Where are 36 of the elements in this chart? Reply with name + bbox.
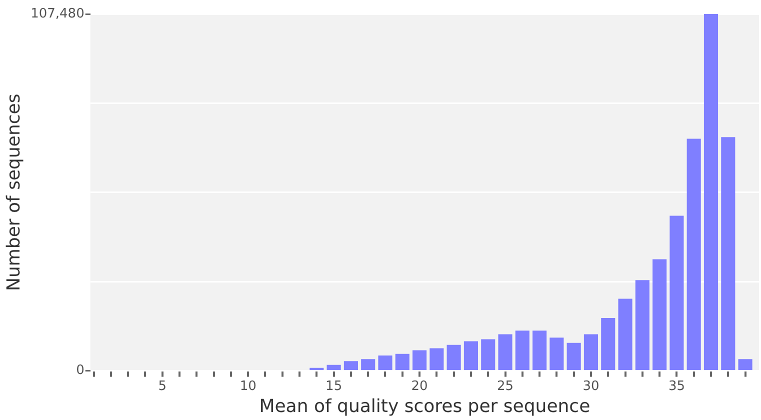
x-axis-title: Mean of quality scores per sequence (259, 396, 590, 417)
bar (704, 14, 718, 370)
bar (344, 361, 358, 370)
bar (635, 280, 650, 370)
x-tick-label: 35 (668, 378, 685, 394)
y-axis-title: Number of sequences (3, 94, 24, 292)
bar (738, 359, 752, 370)
bar (550, 338, 564, 370)
bar (361, 359, 376, 370)
bar (464, 341, 478, 370)
y-tick-label: 107,480 (30, 6, 84, 22)
bar (395, 354, 410, 370)
bar (412, 350, 427, 370)
bar (515, 330, 530, 370)
x-tick-label: 20 (411, 378, 428, 394)
bar (498, 334, 512, 370)
bar (446, 344, 461, 370)
x-tick-label: 10 (240, 378, 256, 394)
bar (721, 137, 736, 370)
x-tick-label: 25 (496, 378, 514, 394)
bar (326, 364, 341, 370)
x-tick-label: 5 (158, 378, 167, 394)
bar (532, 330, 547, 370)
x-tick-label: 15 (326, 378, 342, 394)
bar (584, 334, 598, 370)
x-tick-label: 30 (582, 378, 600, 394)
bar (378, 356, 392, 370)
bar (618, 298, 632, 370)
bar (652, 259, 667, 370)
y-tick-label: 0 (76, 363, 84, 378)
bar (481, 339, 496, 370)
bar (430, 348, 444, 370)
bar (601, 318, 616, 370)
bar (686, 138, 701, 370)
bar (566, 342, 581, 370)
bar (670, 216, 684, 370)
